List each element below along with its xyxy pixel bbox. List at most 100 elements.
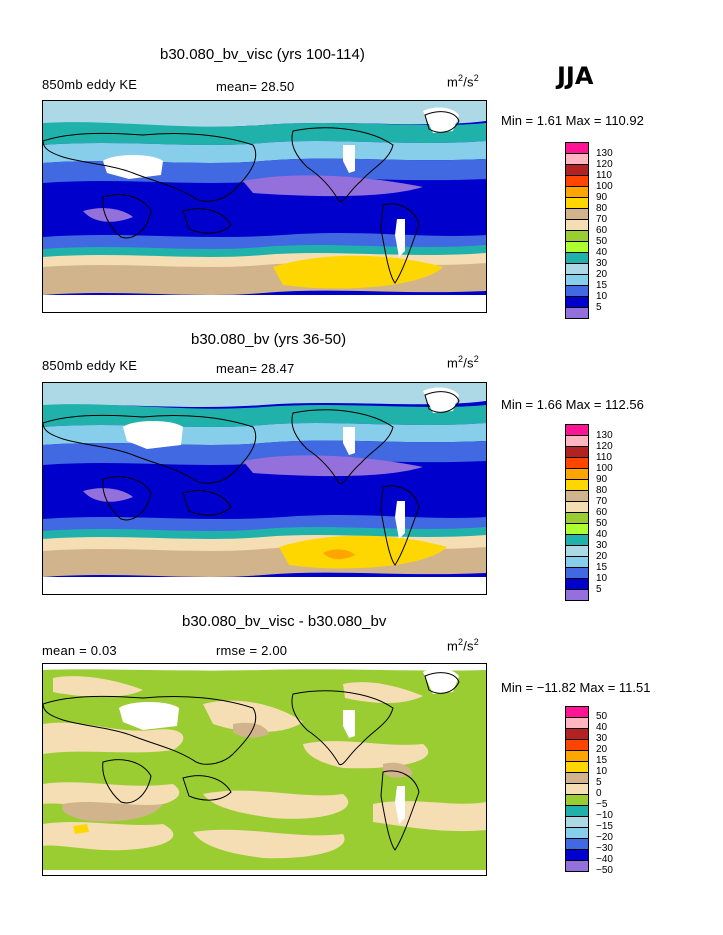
panel-1-colorbar: [565, 142, 589, 319]
panel-2-mean-label: mean= 28.47: [216, 361, 295, 376]
colorbar-label: 10: [596, 766, 608, 777]
panel-2-title: b30.080_bv (yrs 36-50): [191, 331, 347, 348]
colorbar-label: −40: [596, 854, 613, 865]
colorbar-swatch: [565, 589, 589, 601]
panel-2-map: [42, 382, 487, 595]
colorbar-label: 15: [596, 280, 608, 291]
colorbar-label: 5: [596, 584, 602, 595]
colorbar-swatch: [565, 545, 589, 556]
colorbar-swatch: [565, 805, 589, 816]
panel-1-min-max: Min = 1.61 Max = 110.92: [501, 113, 644, 128]
colorbar-label: 40: [596, 529, 608, 540]
panel-3-min-max: Min = −11.82 Max = 11.51: [501, 680, 651, 695]
colorbar-swatch: [565, 750, 589, 761]
colorbar-swatch: [565, 252, 589, 263]
panel-2-map-plot: [43, 383, 486, 594]
colorbar-label: 30: [596, 540, 608, 551]
colorbar-label: 60: [596, 225, 608, 236]
colorbar-label: 20: [596, 269, 608, 280]
panel-2-left-label: 850mb eddy KE: [42, 358, 138, 373]
colorbar-swatch: [565, 816, 589, 827]
colorbar-label: 30: [596, 258, 608, 269]
colorbar-label: 70: [596, 496, 608, 507]
colorbar-label: −10: [596, 810, 613, 821]
colorbar-swatch: [565, 578, 589, 589]
panel-2-colorbar-labels: 130 120 110 100 90 80 70 60 50 40 30 20 15 10 5: [596, 430, 613, 595]
colorbar-swatch: [565, 501, 589, 512]
colorbar-label: 5: [596, 302, 602, 313]
colorbar-swatch: [565, 717, 589, 728]
colorbar-swatch: [565, 153, 589, 164]
colorbar-swatch: [565, 285, 589, 296]
colorbar-swatch: [565, 230, 589, 241]
colorbar-label: 120: [596, 159, 613, 170]
panel-3-colorbar: [565, 706, 589, 872]
colorbar-swatch: [565, 219, 589, 230]
colorbar-label: 15: [596, 562, 608, 573]
colorbar-label: 110: [596, 452, 612, 463]
colorbar-swatch: [565, 186, 589, 197]
colorbar-label: 50: [596, 518, 608, 529]
colorbar-label: 0: [596, 788, 602, 799]
colorbar-swatch: [565, 479, 589, 490]
panel-1-units: m2/s2: [447, 73, 479, 90]
colorbar-swatch: [565, 783, 589, 794]
colorbar-swatch: [565, 838, 589, 849]
colorbar-label: 20: [596, 551, 608, 562]
colorbar-label: 110: [596, 170, 612, 181]
panel-2-min-max: Min = 1.66 Max = 112.56: [501, 397, 644, 412]
colorbar-swatch: [565, 512, 589, 523]
colorbar-swatch: [565, 175, 589, 186]
panel-3-map: [42, 663, 487, 876]
colorbar-label: 70: [596, 214, 608, 225]
colorbar-swatch: [565, 457, 589, 468]
panel-1-map-plot: [43, 101, 486, 312]
colorbar-swatch: [565, 728, 589, 739]
season-label: JJA: [557, 62, 594, 90]
panel-3-units: m2/s2: [447, 637, 479, 654]
colorbar-label: 130: [596, 430, 613, 441]
colorbar-label: −50: [596, 865, 613, 876]
colorbar-swatch: [565, 263, 589, 274]
colorbar-swatch: [565, 706, 589, 717]
colorbar-swatch: [565, 142, 589, 153]
colorbar-label: 80: [596, 203, 608, 214]
colorbar-label: 50: [596, 711, 608, 722]
panel-3-mean-label: mean = 0.03: [42, 643, 117, 658]
colorbar-swatch: [565, 827, 589, 838]
panel-3-map-plot: [43, 664, 486, 875]
colorbar-swatch: [565, 424, 589, 435]
colorbar-label: 10: [596, 291, 608, 302]
colorbar-label: 20: [596, 744, 608, 755]
colorbar-swatch: [565, 164, 589, 175]
colorbar-swatch: [565, 849, 589, 860]
panel-2-colorbar: [565, 424, 589, 601]
colorbar-swatch: [565, 296, 589, 307]
colorbar-label: −20: [596, 832, 613, 843]
colorbar-label: 40: [596, 722, 608, 733]
colorbar-swatch: [565, 446, 589, 457]
colorbar-swatch: [565, 208, 589, 219]
panel-1-colorbar-labels: 130 120 110 100 90 80 70 60 50 40 30 20 15 10 5: [596, 148, 613, 313]
colorbar-swatch: [565, 534, 589, 545]
panel-1-title: b30.080_bv_visc (yrs 100-114): [160, 46, 365, 63]
colorbar-swatch: [565, 860, 589, 872]
colorbar-swatch: [565, 241, 589, 252]
colorbar-swatch: [565, 468, 589, 479]
colorbar-label: 60: [596, 507, 608, 518]
panel-3-colorbar-labels: 50 40 30 20 15 10 5 0 −5 −10 −15 −20 −30 −40 −50: [596, 711, 613, 876]
colorbar-swatch: [565, 197, 589, 208]
colorbar-label: −5: [596, 799, 608, 810]
colorbar-swatch: [565, 794, 589, 805]
colorbar-label: 40: [596, 247, 608, 258]
colorbar-swatch: [565, 761, 589, 772]
colorbar-label: 130: [596, 148, 613, 159]
panel-3-rmse-label: rmse = 2.00: [216, 643, 288, 658]
colorbar-label: −15: [596, 821, 613, 832]
panel-1-map: [42, 100, 487, 313]
colorbar-label: 10: [596, 573, 608, 584]
colorbar-swatch: [565, 556, 589, 567]
colorbar-swatch: [565, 567, 589, 578]
colorbar-label: 90: [596, 474, 608, 485]
colorbar-label: 90: [596, 192, 608, 203]
